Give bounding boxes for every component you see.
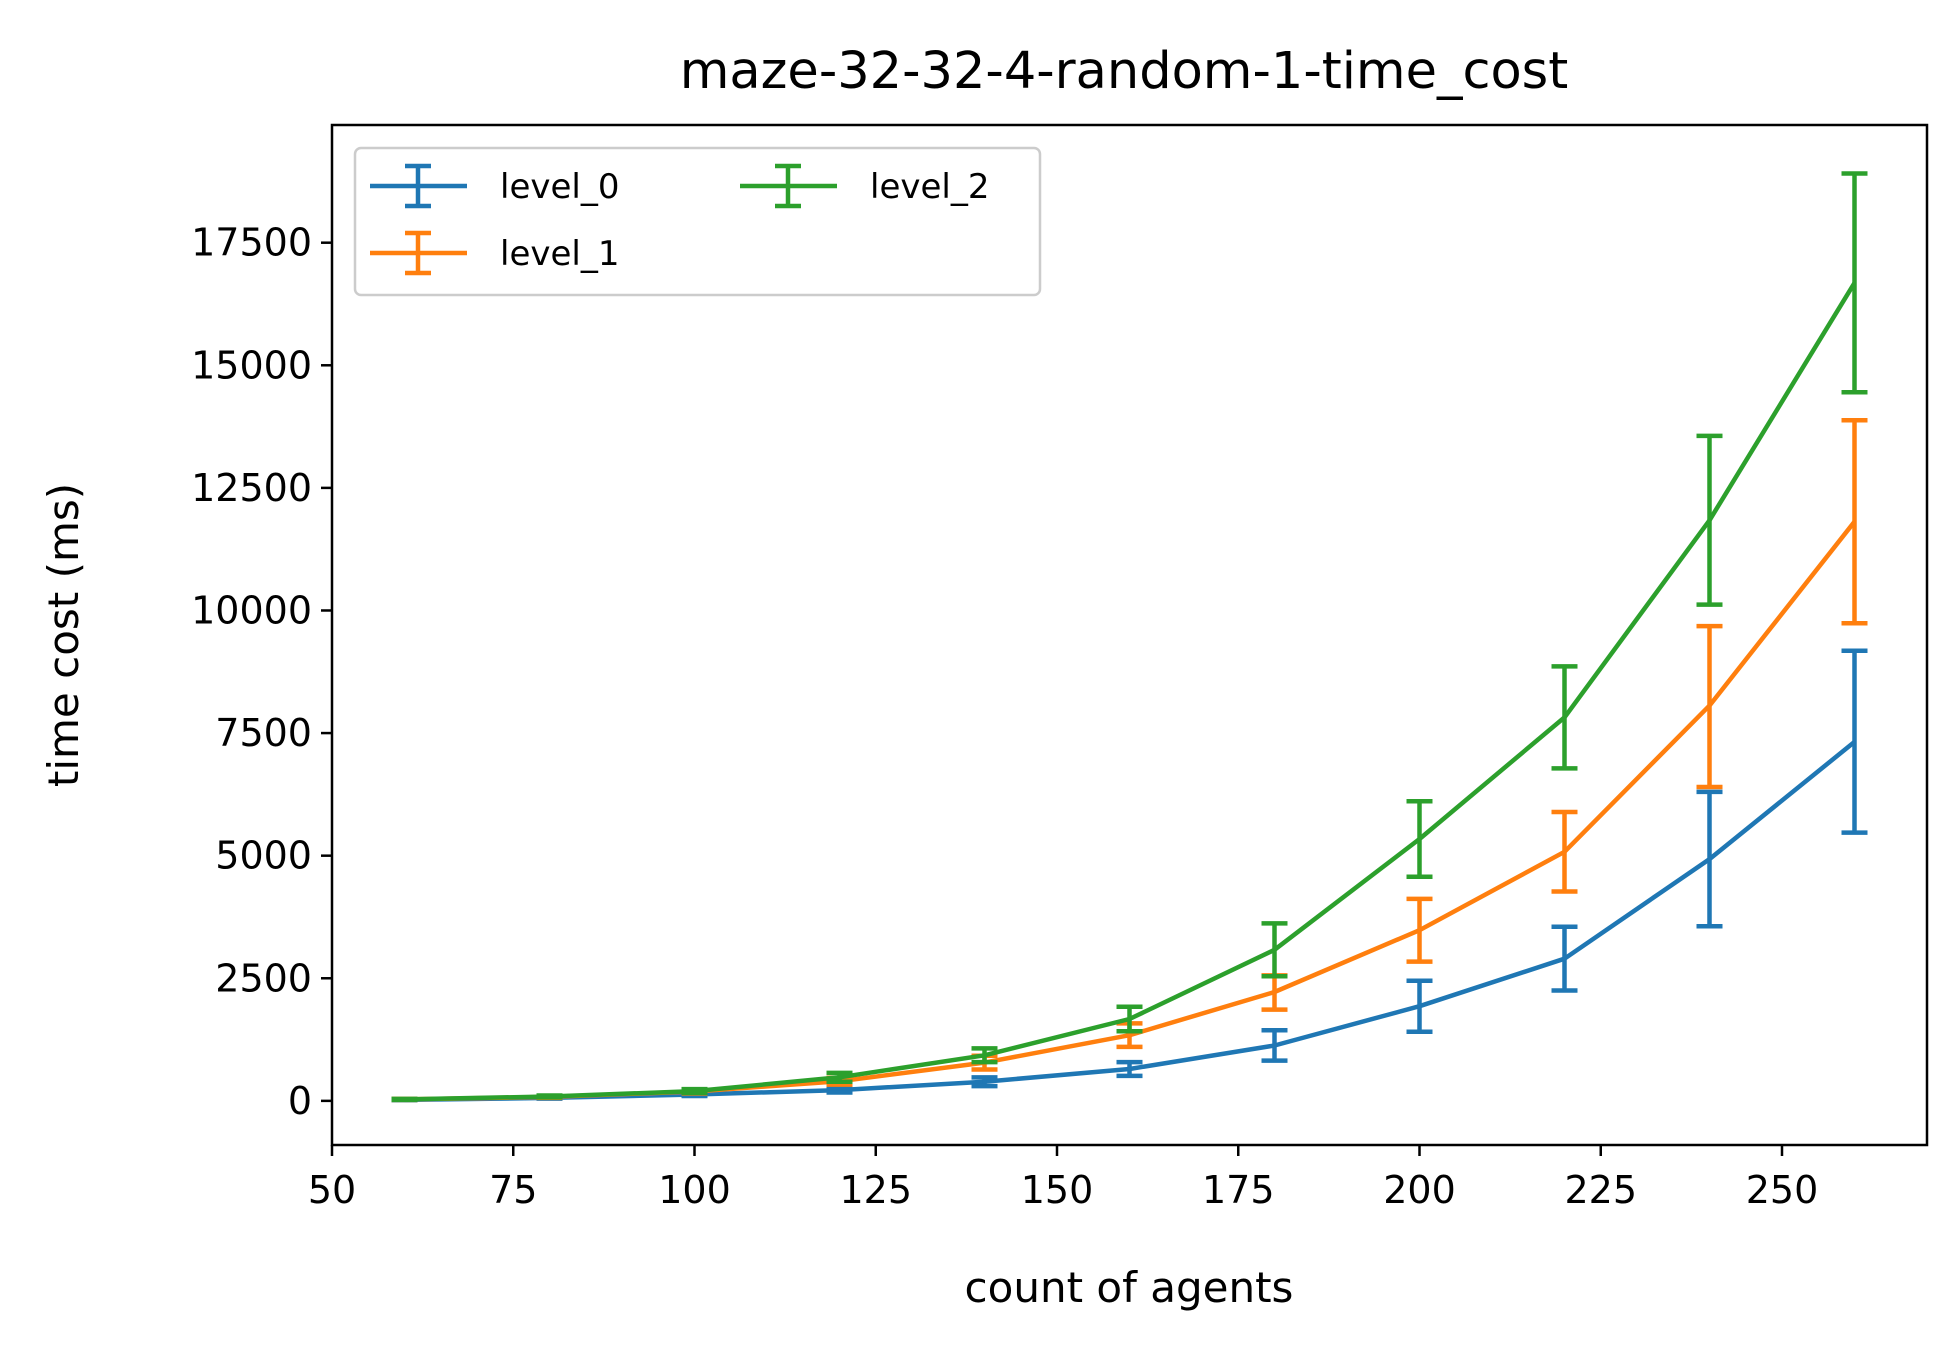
error-bar [1551, 809, 1578, 894]
y-tick-label: 5000 [215, 834, 312, 878]
error-bar [391, 1096, 418, 1103]
error-bar [1406, 798, 1433, 880]
x-tick-label: 225 [1564, 1168, 1637, 1212]
x-axis-label: count of agents [965, 1263, 1294, 1312]
y-tick-label: 2500 [215, 956, 312, 1000]
legend: level_0 level_1 level_2 [353, 146, 1042, 297]
x-tick-label: 200 [1383, 1168, 1456, 1212]
error-bar [971, 1046, 998, 1065]
legend-label: level_1 [500, 234, 619, 274]
error-bar [1551, 924, 1578, 993]
chart-title: maze-32-32-4-random-1-time_cost [680, 42, 1569, 101]
legend-item-level_1: level_1 [370, 230, 619, 276]
error-bar [681, 1086, 708, 1096]
error-bar [536, 1093, 563, 1100]
error-bar [1696, 789, 1723, 929]
error-bar [826, 1070, 853, 1084]
x-tick-label: 100 [658, 1168, 731, 1212]
error-bar [1261, 1028, 1288, 1063]
x-tick-label: 250 [1746, 1168, 1819, 1212]
error-bar [1841, 648, 1868, 835]
legend-label: level_2 [870, 167, 989, 207]
error-bar [1116, 1059, 1143, 1079]
y-axis: 0 2500 5000 7500 10000 12500 15000 17500 [191, 221, 332, 1123]
error-bar [971, 1075, 998, 1089]
legend-handle [740, 163, 837, 209]
x-tick-label: 50 [308, 1168, 356, 1212]
legend-handle [370, 230, 467, 276]
legend-handle [370, 163, 467, 209]
y-axis-label: time cost (ms) [39, 483, 88, 787]
legend-box [353, 146, 1042, 297]
y-tick-label: 0 [288, 1079, 312, 1123]
y-tick-label: 7500 [215, 711, 312, 755]
plot-frame [330, 123, 1929, 1147]
y-tick-label: 10000 [191, 588, 312, 632]
error-bar [1261, 921, 1288, 979]
series-level_2 [391, 171, 1868, 1103]
x-tick-label: 75 [489, 1168, 537, 1212]
x-axis: 50 75 100 125 150 175 200 225 250 [308, 1145, 1818, 1212]
legend-item-level_2: level_2 [740, 163, 989, 209]
y-tick-label: 15000 [191, 343, 312, 387]
y-tick-label: 17500 [191, 221, 312, 265]
legend-label: level_0 [500, 167, 619, 207]
legend-item-level_0: level_0 [370, 163, 619, 209]
x-tick-label: 175 [1202, 1168, 1275, 1212]
error-bar [1406, 896, 1433, 964]
error-bar [1406, 978, 1433, 1034]
y-tick-label: 12500 [191, 466, 312, 510]
error-bar [1696, 623, 1723, 790]
error-bar [826, 1084, 853, 1095]
x-tick-label: 150 [1021, 1168, 1094, 1212]
error-bar [1841, 417, 1868, 626]
error-bar [1116, 1004, 1143, 1034]
plot-area [391, 171, 1868, 1103]
error-bar [1696, 433, 1723, 607]
error-bar [1841, 171, 1868, 395]
x-tick-label: 125 [839, 1168, 912, 1212]
error-bar [1551, 664, 1578, 771]
